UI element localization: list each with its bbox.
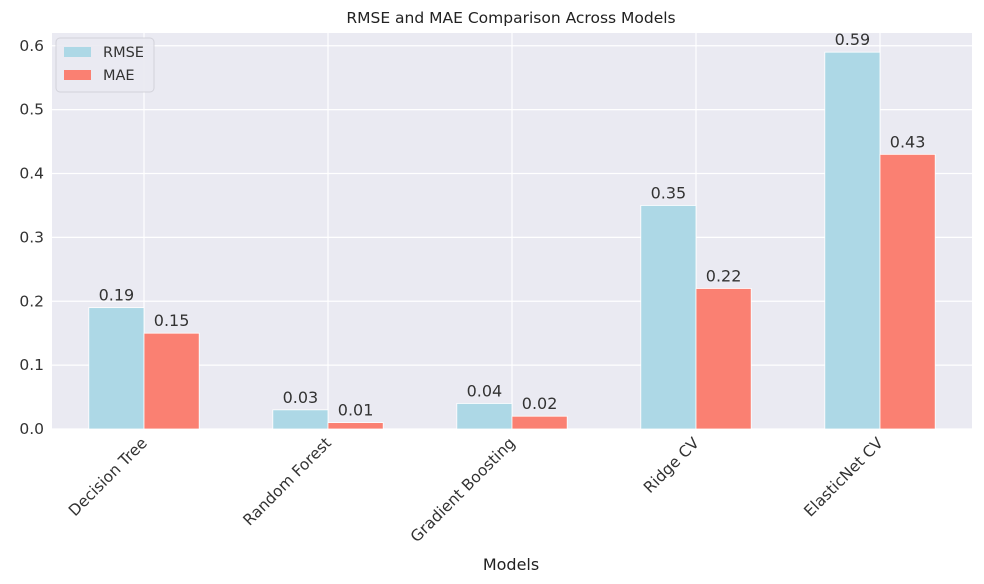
x-tick-label-random-forest: Random Forest [240,434,335,529]
y-tick-label: 0.1 [19,356,44,374]
bar-rmse-ridge-cv[interactable] [640,205,697,430]
data-labels: 0.19 0.03 0.04 0.35 0.59 0.15 0.01 0.02 0.22 0.43 [99,30,926,419]
data-label-mae-gradient-boosting: 0.02 [522,394,558,413]
legend-swatch-rmse [64,47,91,57]
x-tick-label-elasticnet-cv: ElasticNet CV [800,434,887,521]
bar-rmse-decision-tree[interactable] [88,307,145,430]
data-label-rmse-gradient-boosting: 0.04 [467,381,503,400]
legend-label-rmse: RMSE [103,45,144,61]
bar-mae-decision-tree[interactable] [143,332,200,430]
x-tick-label-gradient-boosting: Gradient Boosting [407,434,519,546]
legend[interactable]: RMSE MAE [55,37,155,93]
bars [88,51,936,430]
x-tick-label-ridge-cv: Ridge CV [640,434,703,497]
data-label-rmse-random-forest: 0.03 [283,388,319,407]
bar-rmse-random-forest[interactable] [272,409,329,430]
x-axis-ticks: Decision Tree Random Forest Gradient Boost… [65,434,887,546]
y-axis-ticks: 0.0 0.1 0.2 0.3 0.4 0.5 0.6 [19,37,44,438]
data-label-rmse-ridge-cv: 0.35 [651,183,687,202]
data-label-rmse-elasticnet-cv: 0.59 [835,30,871,49]
y-tick-label: 0.4 [19,165,44,183]
bar-rmse-elasticnet-cv[interactable] [824,51,881,430]
legend-label-mae: MAE [103,68,135,84]
x-tick-label-decision-tree: Decision Tree [65,434,151,520]
legend-swatch-mae [64,70,91,80]
y-tick-label: 0.5 [19,101,44,119]
data-label-rmse-decision-tree: 0.19 [99,286,135,305]
bar-mae-random-forest[interactable] [327,422,384,430]
chart-title: RMSE and MAE Comparison Across Models [346,9,675,27]
bar-rmse-gradient-boosting[interactable] [456,403,513,430]
y-tick-label: 0.3 [19,228,44,246]
x-axis-label: Models [483,555,539,574]
y-tick-label: 0.0 [19,420,44,438]
y-tick-label: 0.2 [19,292,44,310]
bar-mae-gradient-boosting[interactable] [511,415,568,430]
data-label-mae-random-forest: 0.01 [338,401,374,420]
bar-mae-ridge-cv[interactable] [695,288,752,430]
data-label-mae-ridge-cv: 0.22 [706,266,742,285]
data-label-mae-decision-tree: 0.15 [154,311,190,330]
data-label-mae-elasticnet-cv: 0.43 [890,132,926,151]
y-tick-label: 0.6 [19,37,44,55]
bar-mae-elasticnet-cv[interactable] [879,153,936,430]
